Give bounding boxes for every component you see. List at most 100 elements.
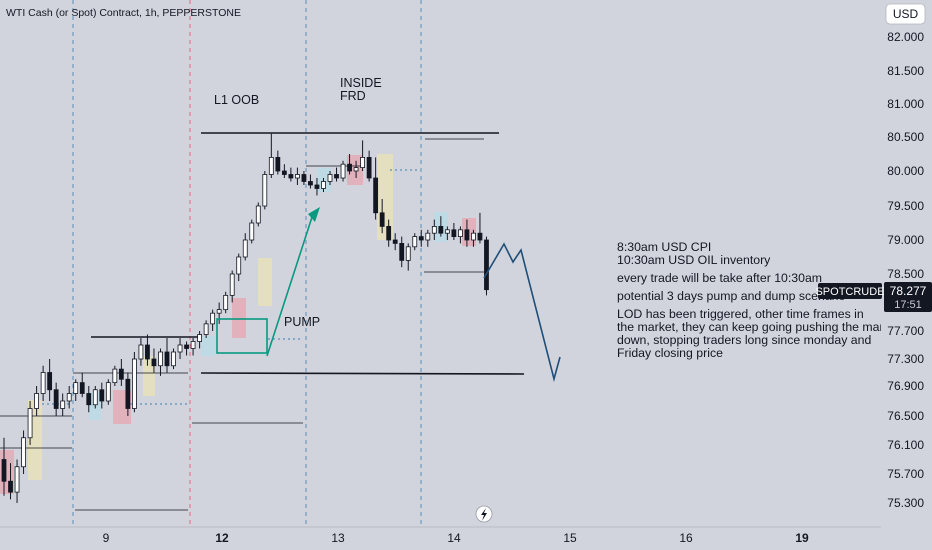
- candle-body: [471, 232, 476, 241]
- candle: [392, 233, 398, 251]
- candle: [14, 459, 20, 503]
- l1-oob-label: L1 OOB: [214, 93, 259, 107]
- candle-body: [27, 408, 33, 439]
- price-tick-label: 81.500: [887, 64, 924, 78]
- candle: [105, 379, 111, 405]
- candle-body: [158, 351, 163, 367]
- candle: [8, 463, 13, 500]
- candle: [79, 372, 85, 398]
- candle: [131, 352, 137, 413]
- candle-body: [216, 309, 222, 314]
- candle-body: [477, 232, 483, 241]
- candle-body: [366, 156, 372, 179]
- candle-body: [392, 239, 398, 244]
- candle-body: [99, 389, 105, 402]
- candle: [99, 382, 105, 409]
- price-axis[interactable]: [881, 0, 932, 527]
- candle-body: [197, 334, 203, 342]
- candle: [236, 253, 242, 282]
- candle: [360, 140, 366, 171]
- candle-body: [444, 229, 450, 234]
- candle-body: [1, 459, 7, 482]
- price-tick-label: 80.500: [887, 130, 924, 144]
- candle: [347, 154, 352, 175]
- candle-body: [118, 368, 124, 380]
- candle-body: [308, 181, 313, 186]
- candle-body: [190, 341, 196, 349]
- candle-body: [151, 358, 157, 367]
- candle: [60, 393, 66, 416]
- price-tick-label: 76.900: [887, 379, 924, 393]
- candle: [216, 302, 222, 324]
- candle-body: [73, 382, 79, 394]
- candle: [321, 178, 326, 192]
- candle: [464, 219, 470, 247]
- candle-body: [373, 177, 379, 214]
- symbol-price-tag: SPOTCRUDE: [815, 286, 884, 298]
- candle: [184, 341, 189, 356]
- bolt-icon[interactable]: [475, 505, 493, 523]
- candle: [281, 164, 287, 178]
- candle-body: [8, 480, 13, 493]
- candle-body: [405, 246, 411, 261]
- candle: [366, 150, 372, 182]
- candle-body: [21, 437, 26, 468]
- price-tick-label: 80.000: [887, 164, 924, 178]
- candle-body: [125, 378, 131, 409]
- candle: [405, 243, 411, 271]
- candle: [66, 386, 72, 409]
- horizontal-levels: [0, 132, 525, 511]
- candle: [294, 167, 300, 185]
- candle: [275, 150, 281, 175]
- candle: [451, 223, 457, 240]
- candle: [288, 167, 294, 182]
- candle-body: [242, 239, 248, 258]
- candle: [340, 160, 346, 182]
- candle: [112, 365, 118, 386]
- candle-body: [418, 236, 424, 241]
- candle-body: [145, 344, 150, 360]
- candle-body: [86, 393, 92, 406]
- price-tick-label: 77.300: [887, 352, 924, 366]
- candle: [21, 430, 26, 474]
- candle: [255, 202, 261, 227]
- pump-arrow-line: [266, 213, 314, 357]
- candle-body: [268, 156, 274, 175]
- candle: [53, 382, 59, 416]
- candle-body: [425, 232, 431, 241]
- candle-body: [40, 372, 46, 394]
- candle-body: [112, 368, 118, 384]
- candle-body: [203, 323, 209, 335]
- price-tick-label: 82.000: [887, 30, 924, 44]
- candle-body: [105, 382, 111, 402]
- candle-body: [347, 163, 352, 172]
- price-tick-label: 76.500: [887, 409, 924, 423]
- trade-note: 8:30am USD CPI 10:30am USD OIL inventory e…: [617, 240, 901, 360]
- price-tick-label: 79.000: [887, 233, 924, 247]
- candle-body: [60, 400, 66, 409]
- candle-body: [177, 344, 183, 353]
- candle-body: [438, 225, 444, 234]
- candle-body: [275, 156, 281, 172]
- candle: [197, 331, 203, 349]
- candle-body: [321, 181, 326, 189]
- candle: [151, 348, 157, 373]
- time-tick-label: 16: [679, 531, 693, 545]
- candle: [373, 157, 379, 220]
- candle-body: [451, 229, 457, 238]
- price-tick-labels: 82.000 81.500 81.000 80.500 80.000 79.500 79.0…: [887, 30, 924, 510]
- candle: [334, 167, 339, 182]
- candle: [399, 236, 405, 268]
- candle-body: [47, 372, 53, 391]
- currency-button[interactable]: USD: [885, 3, 926, 25]
- candle: [314, 178, 320, 196]
- pump-label: PUMP: [284, 315, 320, 329]
- candle-body: [34, 393, 39, 409]
- time-tick-label: 19: [795, 531, 809, 545]
- candle: [34, 386, 39, 416]
- pump-box: [216, 318, 268, 354]
- candle-body: [360, 156, 366, 168]
- candle: [47, 359, 53, 401]
- time-tick-label: 14: [447, 531, 461, 545]
